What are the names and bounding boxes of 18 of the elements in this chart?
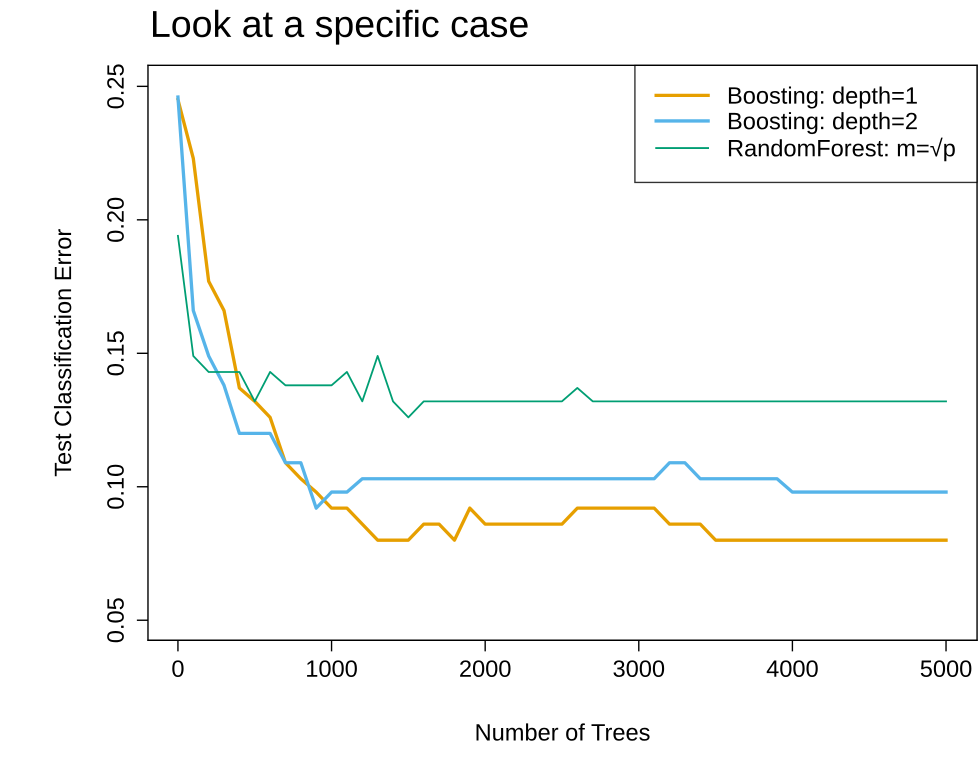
y-tick-label: 0.05 [107,598,124,642]
y-tick-label: 0.20 [107,198,124,242]
legend-label: RandomForest: m=√p [728,138,955,162]
x-tick-label: 0 [172,660,184,678]
x-axis-title: Number of Trees [476,723,650,741]
y-tick-label: 0.15 [107,331,124,376]
chart-title: Look at a specific case [153,10,528,45]
y-tick-label: 0.10 [107,464,124,509]
y-tick-label: 0.25 [107,64,124,108]
y-axis-title: Test Classification Error [54,229,72,476]
x-tick-label: 4000 [766,660,818,678]
legend-label: Boosting: depth=1 [728,86,917,109]
line-series [177,234,947,418]
x-tick-label: 5000 [920,660,972,678]
x-tick-label: 2000 [460,660,511,678]
x-tick-label: 3000 [613,660,664,678]
legend-label: Boosting: depth=2 [728,112,917,134]
x-tick-label: 1000 [307,660,357,678]
